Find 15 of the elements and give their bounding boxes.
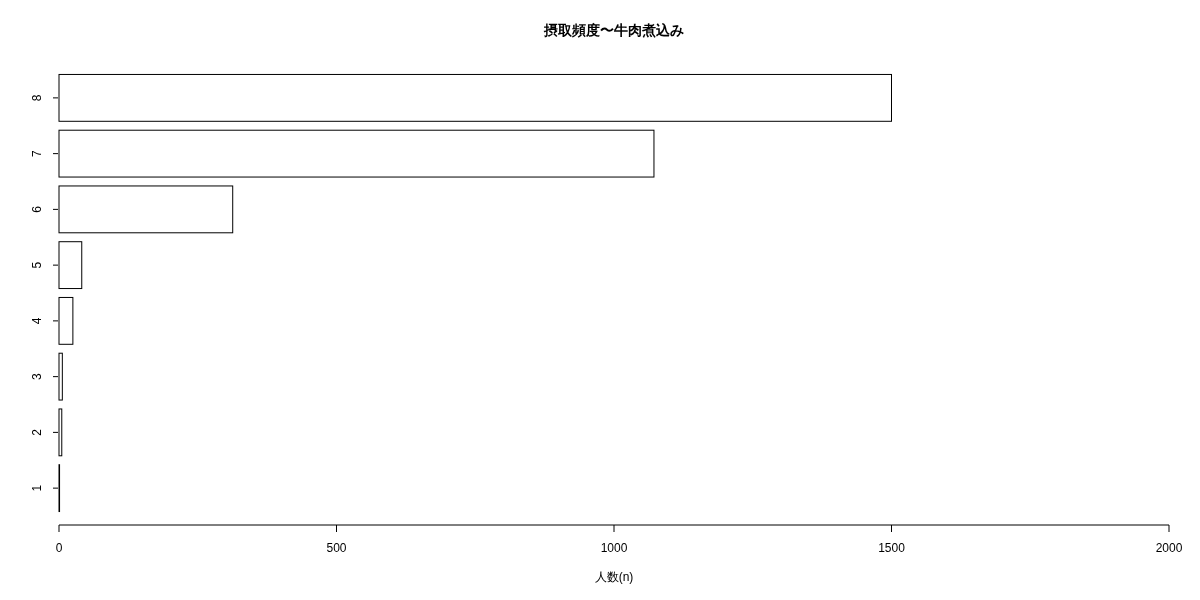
x-axis-title: 人数(n): [594, 570, 634, 584]
y-tick-label: 8: [30, 94, 44, 102]
y-tick-label: 6: [30, 205, 44, 213]
y-tick-label: 4: [30, 317, 44, 325]
y-tick-label: 7: [30, 149, 44, 157]
y-tick-label: 3: [30, 372, 44, 380]
y-tick-label: 1: [30, 484, 44, 492]
x-tick-label: 500: [326, 541, 347, 555]
x-tick-label: 0: [55, 541, 63, 555]
x-tick-label: 1000: [600, 541, 628, 555]
x-tick-label: 1500: [878, 541, 906, 555]
y-tick-label: 5: [30, 261, 44, 269]
y-tick-label: 2: [30, 428, 44, 436]
x-tick-label: 2000: [1155, 541, 1183, 555]
chart-title: 摂取頻度〜牛肉煮込み: [543, 22, 684, 38]
